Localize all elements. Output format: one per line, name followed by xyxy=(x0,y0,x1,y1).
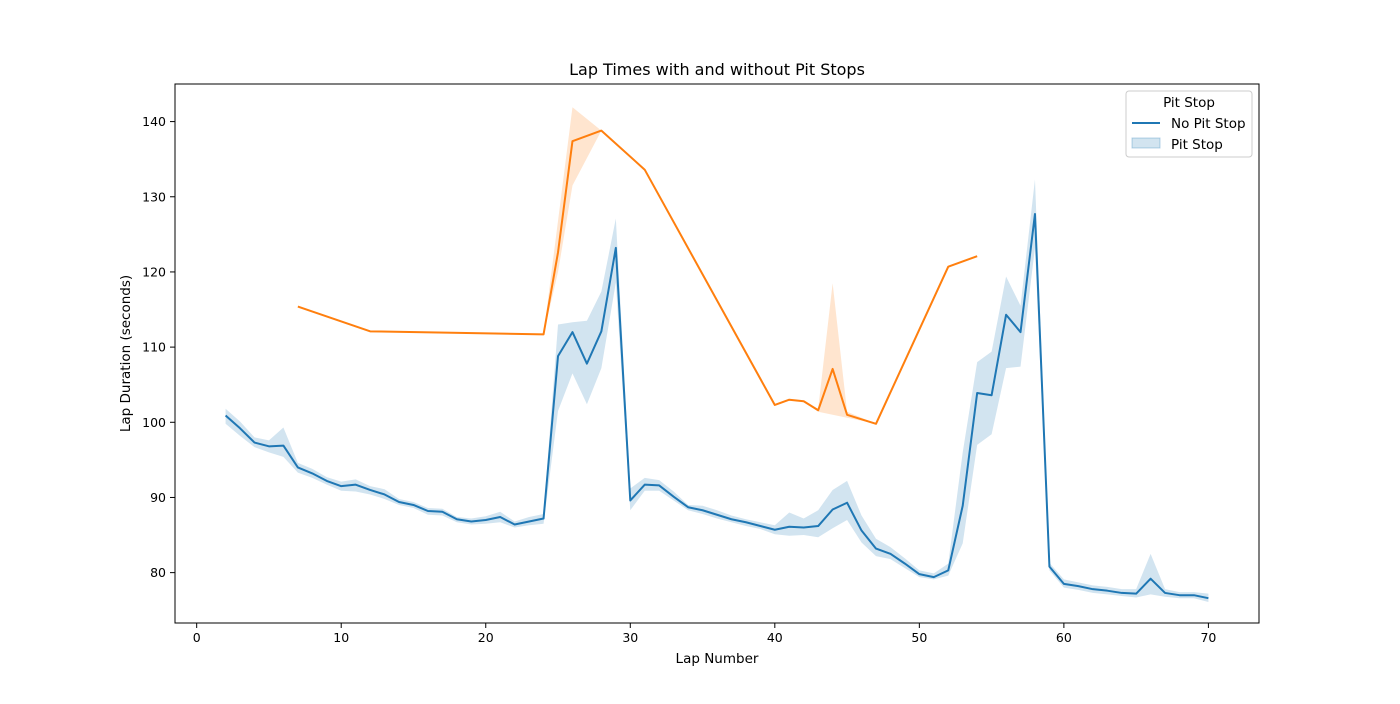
y-tick-label: 90 xyxy=(150,490,166,505)
y-tick-label: 100 xyxy=(142,415,166,430)
legend-title: Pit Stop xyxy=(1163,95,1215,111)
y-axis-ticks: 80 90 100 110 120 130 140 xyxy=(142,114,175,580)
legend: Pit Stop No Pit Stop Pit Stop xyxy=(1125,90,1253,158)
plot-frame xyxy=(174,83,1260,624)
y-tick-label: 120 xyxy=(142,264,166,279)
confidence-bands xyxy=(225,107,1209,602)
series-1-line xyxy=(297,129,978,425)
legend-label-pit-stop: Pit Stop xyxy=(1171,137,1223,153)
chart-title: Lap Times with and without Pit Stops xyxy=(569,60,865,79)
series-0-band xyxy=(225,179,1209,602)
x-axis-label: Lap Number xyxy=(676,651,759,667)
y-tick-label: 130 xyxy=(142,189,166,204)
y-tick-label: 140 xyxy=(142,114,166,129)
x-tick-label: 10 xyxy=(333,630,349,645)
y-axis-label: Lap Duration (seconds) xyxy=(118,275,134,432)
legend-label-no-pit-stop: No Pit Stop xyxy=(1171,116,1246,132)
x-tick-label: 60 xyxy=(1056,630,1072,645)
x-tick-label: 70 xyxy=(1200,630,1216,645)
series-1-band xyxy=(297,107,978,424)
series-0-line xyxy=(224,213,1209,600)
legend-box xyxy=(1125,90,1253,158)
y-tick-label: 80 xyxy=(150,565,166,580)
x-tick-label: 40 xyxy=(767,630,783,645)
x-tick-label: 50 xyxy=(911,630,927,645)
x-tick-label: 20 xyxy=(478,630,494,645)
legend-swatch-pit-stop xyxy=(1131,137,1161,149)
y-tick-label: 110 xyxy=(142,340,166,355)
x-tick-label: 0 xyxy=(193,630,201,645)
x-tick-label: 30 xyxy=(622,630,638,645)
x-axis-ticks: 0 10 20 30 40 50 60 70 xyxy=(193,623,1216,645)
series-lines xyxy=(224,129,1209,600)
